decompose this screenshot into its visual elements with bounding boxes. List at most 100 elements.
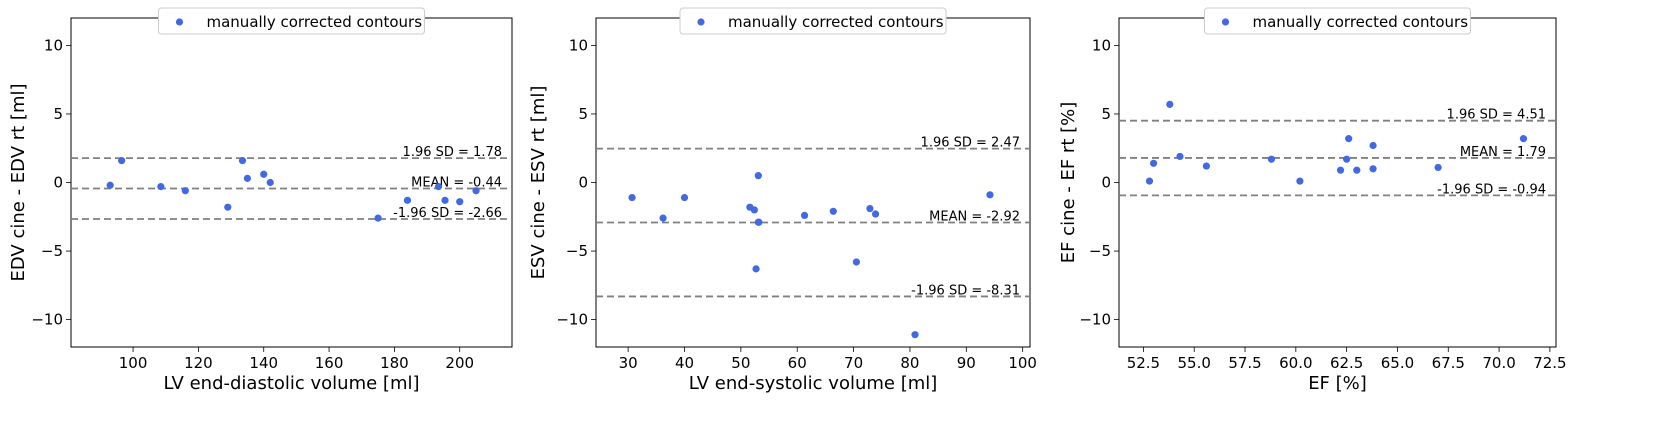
data-point	[755, 218, 763, 226]
data-point	[750, 206, 758, 214]
x-tick-label: 60	[788, 354, 807, 372]
legend-label: manually corrected contours	[1253, 13, 1469, 31]
data-point	[866, 204, 874, 213]
x-tick-label: 30	[619, 354, 638, 372]
data-point	[911, 331, 919, 339]
y-tick-label: 5	[53, 105, 63, 123]
x-tick-label: 180	[380, 354, 409, 372]
data-point	[659, 214, 667, 222]
x-tick-label: 80	[900, 354, 919, 372]
x-tick-label: 72.5	[1533, 354, 1566, 372]
data-point	[1149, 159, 1158, 167]
data-point	[1345, 135, 1353, 143]
data-point	[434, 183, 443, 191]
y-tick-label: 10	[1092, 36, 1111, 54]
data-point	[1434, 163, 1442, 172]
data-point	[243, 174, 251, 182]
data-point	[1176, 152, 1184, 161]
panel-2: 30 40 50 60 70 80 90 100 −10 −5 0 5 10 LV end-systoli…	[528, 7, 1037, 394]
data-point	[680, 193, 689, 202]
y-tick-label: −5	[1089, 242, 1111, 260]
x-tick-label: 90	[957, 354, 976, 372]
x-tick-label: 60.0	[1279, 354, 1312, 372]
reference-line-label: -1.96 SD = -0.94	[1437, 182, 1546, 197]
legend: manually corrected contours	[1204, 7, 1471, 35]
data-point	[1353, 166, 1361, 174]
data-point	[1336, 166, 1345, 174]
reference-line-label: 1.96 SD = 2.47	[921, 136, 1020, 151]
data-point	[1166, 100, 1174, 108]
legend-marker	[697, 18, 705, 26]
data-point	[238, 156, 247, 165]
data-point	[118, 156, 126, 165]
legend-box	[679, 7, 947, 35]
y-tick-label: 10	[44, 36, 63, 54]
reference-line-label: MEAN = 1.79	[1460, 145, 1546, 160]
x-tick-label: 55.0	[1178, 354, 1211, 372]
x-axis-label: LV end-diastolic volume [ml]	[164, 373, 420, 394]
y-axis-label: ESV cine - ESV rt [ml]	[528, 86, 549, 280]
reference-line-label: 1.96 SD = 4.51	[1447, 108, 1546, 123]
y-tick-label: −10	[1079, 311, 1111, 329]
legend: manually corrected contours	[679, 7, 947, 35]
y-tick-label: 5	[578, 105, 588, 123]
x-axis-label: LV end-systolic volume [ml]	[689, 373, 938, 394]
x-tick-label: 100	[119, 354, 148, 372]
x-tick-label: 70.0	[1482, 354, 1515, 372]
x-tick-label: 52.5	[1127, 354, 1160, 372]
panel-3: 52.5 55.0 57.5 60.0 62.5 65.0 67.5 70.0 72.5 −10 −…	[1058, 7, 1567, 394]
data-point	[1267, 155, 1276, 163]
data-point	[374, 214, 382, 222]
x-tick-label: 65.0	[1381, 354, 1414, 372]
x-tick-label: 140	[249, 354, 278, 372]
data-point	[852, 258, 861, 266]
y-tick-label: −10	[31, 311, 63, 329]
x-tick-label: 40	[675, 354, 694, 372]
data-point	[1202, 162, 1210, 170]
y-tick-label: 0	[578, 174, 588, 192]
x-tick-label: 100	[1008, 354, 1037, 372]
y-axis-label: EF cine - EF rt [%]	[1058, 102, 1079, 264]
data-point	[266, 178, 274, 187]
legend: manually corrected contours	[158, 7, 425, 35]
panel-1: 100 120 140 160 180 200 −10 −5 0 5 10 LV end-diasto…	[8, 7, 513, 394]
legend-box	[1204, 7, 1471, 35]
data-point	[1519, 135, 1528, 143]
data-point	[403, 196, 412, 204]
y-tick-label: 0	[53, 174, 63, 192]
data-point	[986, 191, 994, 199]
legend-box	[158, 7, 425, 35]
y-tick-label: 10	[569, 36, 588, 54]
data-point	[628, 193, 636, 202]
legend-marker	[175, 18, 184, 26]
reference-line-label: -1.96 SD = -8.31	[911, 283, 1020, 298]
x-tick-label: 70	[844, 354, 863, 372]
data-point	[441, 196, 449, 204]
legend-marker	[1221, 18, 1230, 26]
x-tick-label: 160	[315, 354, 344, 372]
data-point	[752, 265, 760, 273]
reference-line-label: -1.96 SD = -2.66	[393, 206, 502, 221]
y-tick-label: −5	[41, 242, 63, 260]
y-axis-label: EDV cine - EDV rt [ml]	[8, 84, 29, 282]
data-point	[1145, 177, 1154, 185]
reference-line-label: MEAN = -0.44	[411, 176, 502, 191]
reference-line-label: 1.96 SD = 1.78	[403, 145, 502, 160]
data-point	[800, 211, 809, 219]
data-point	[1343, 155, 1351, 163]
data-point	[224, 203, 232, 211]
y-tick-label: −5	[566, 242, 588, 260]
y-tick-label: −10	[556, 311, 588, 329]
x-tick-label: 57.5	[1228, 354, 1261, 372]
x-tick-label: 62.5	[1330, 354, 1363, 372]
x-axis-label: EF [%]	[1308, 373, 1367, 394]
y-tick-label: 0	[1101, 174, 1111, 192]
x-tick-label: 50	[731, 354, 750, 372]
legend-label: manually corrected contours	[728, 13, 944, 31]
data-point	[1296, 177, 1304, 185]
data-point	[472, 187, 480, 195]
reference-line-label: MEAN = -2.92	[929, 210, 1020, 225]
x-tick-label: 200	[445, 354, 474, 372]
data-point	[106, 181, 114, 189]
